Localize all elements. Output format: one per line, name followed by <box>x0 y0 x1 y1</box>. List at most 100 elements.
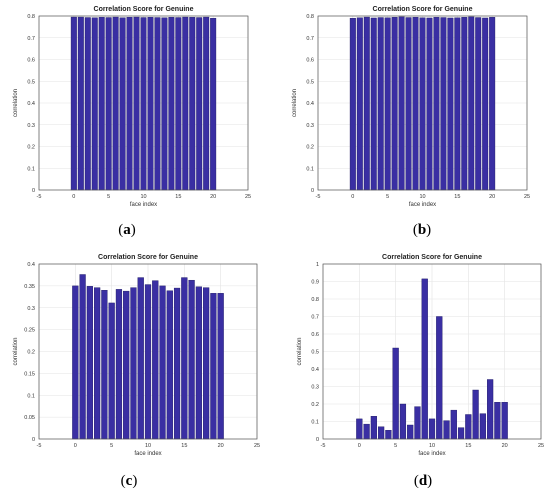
y-tick-label: 0.1 <box>27 166 35 172</box>
bar-11 <box>152 280 159 440</box>
bar-18 <box>475 17 482 191</box>
x-tick-label: 0 <box>74 443 77 449</box>
bar-5 <box>105 17 112 191</box>
bar-14 <box>168 17 175 191</box>
y-tick-label: 0.25 <box>24 328 35 334</box>
bar-4 <box>385 430 392 440</box>
bar-11 <box>147 17 154 191</box>
bar-11 <box>436 316 443 440</box>
y-tick-label: 0.6 <box>311 332 319 338</box>
chart-panel-a: -5 0 5 10 15 20 2500.10.20.30.40.50.60.70.8Cor… <box>13 6 251 238</box>
bar-5 <box>384 17 391 191</box>
x-tick-label: 20 <box>210 194 216 200</box>
bar-4 <box>98 17 105 191</box>
y-tick-label: 0.4 <box>306 101 314 107</box>
x-tick-label: 10 <box>419 194 425 200</box>
y-tick-label: 0.3 <box>27 123 35 129</box>
y-tick-label: 0.3 <box>311 385 319 391</box>
bar-1 <box>356 17 363 191</box>
x-tick-label: -5 <box>321 443 326 449</box>
axes-frame <box>38 263 258 440</box>
y-tick-label: 0.8 <box>311 297 319 303</box>
x-tick-label: 15 <box>465 443 471 449</box>
bar-7 <box>407 424 414 440</box>
y-tick-label: 0.2 <box>27 145 35 151</box>
x-tick-label: 10 <box>429 443 435 449</box>
y-tick-label: 0.1 <box>27 393 35 399</box>
x-tick-label: 20 <box>218 443 224 449</box>
y-tick-label: 0.6 <box>306 58 314 64</box>
x-tick-label: 5 <box>110 443 113 449</box>
bar-14 <box>173 287 181 440</box>
bar-19 <box>494 402 501 440</box>
chart-title: Correlation Score for Genuine <box>98 254 198 261</box>
bar-13 <box>440 17 447 191</box>
bar-20 <box>217 293 224 440</box>
x-tick-label: 25 <box>254 443 260 449</box>
x-tick-label: 15 <box>181 443 187 449</box>
bar-7 <box>119 17 126 191</box>
bar-17 <box>479 413 486 440</box>
y-tick-label: 0.05 <box>24 415 35 421</box>
bar-0 <box>349 17 356 191</box>
x-tick-label: 0 <box>351 194 354 200</box>
x-tick-label: 0 <box>72 194 75 200</box>
y-tick-label: 0.7 <box>27 36 35 42</box>
bar-3 <box>378 426 385 440</box>
bar-16 <box>472 389 479 440</box>
bar-18 <box>203 287 210 440</box>
bar-3 <box>91 17 98 191</box>
bar-18 <box>487 379 494 440</box>
bar-20 <box>489 17 496 191</box>
y-tick-label: 0.8 <box>306 14 314 20</box>
y-tick-label: 0.9 <box>311 280 319 286</box>
bar-17 <box>468 16 475 191</box>
y-tick-label: 0.7 <box>311 315 319 321</box>
bar-20 <box>501 402 508 440</box>
panel-label: (b) <box>413 222 431 238</box>
bar-15 <box>465 414 472 440</box>
y-tick-label: 0.8 <box>27 14 35 20</box>
x-axis-label: face index <box>134 451 161 457</box>
x-tick-label: 15 <box>175 194 181 200</box>
panel-label: (d) <box>414 473 432 489</box>
y-tick-label: 0.3 <box>306 123 314 129</box>
bar-12 <box>433 17 440 191</box>
bar-17 <box>195 286 202 440</box>
bar-19 <box>203 16 210 191</box>
bar-13 <box>161 17 168 191</box>
bar-2 <box>86 286 93 440</box>
bar-16 <box>188 279 195 440</box>
bar-1 <box>363 423 370 440</box>
x-tick-label: 25 <box>538 443 544 449</box>
bar-14 <box>447 17 454 191</box>
y-tick-label: 0.15 <box>24 371 35 377</box>
x-tick-label: 20 <box>502 443 508 449</box>
bar-10 <box>428 418 436 440</box>
x-tick-label: -5 <box>316 194 321 200</box>
y-tick-label: 0.4 <box>27 262 35 268</box>
bar-7 <box>398 16 405 191</box>
bar-4 <box>101 290 108 440</box>
bar-4 <box>377 17 384 191</box>
bar-15 <box>175 17 182 191</box>
bar-8 <box>414 406 421 440</box>
chart-panel-d: -5 0 5 10 15 20 2500.10.20.30.40.50.60.70.80.9… <box>297 254 544 489</box>
x-axis-label: face index <box>409 202 436 208</box>
y-tick-label: 0 <box>316 437 319 443</box>
y-axis-label: correlation <box>292 89 298 117</box>
bar-8 <box>130 287 137 440</box>
bar-6 <box>391 17 398 191</box>
y-tick-label: 0 <box>32 188 35 194</box>
y-axis-label: correlation <box>13 337 19 365</box>
bar-3 <box>94 287 101 440</box>
bar-0 <box>72 285 79 440</box>
bar-0 <box>356 418 363 440</box>
panel-label: (a) <box>118 222 136 238</box>
bar-13 <box>166 290 173 440</box>
x-tick-label: 5 <box>386 194 389 200</box>
x-tick-label: 5 <box>394 443 397 449</box>
bar-6 <box>399 403 407 440</box>
x-tick-label: 10 <box>145 443 151 449</box>
y-tick-label: 1 <box>316 262 319 268</box>
